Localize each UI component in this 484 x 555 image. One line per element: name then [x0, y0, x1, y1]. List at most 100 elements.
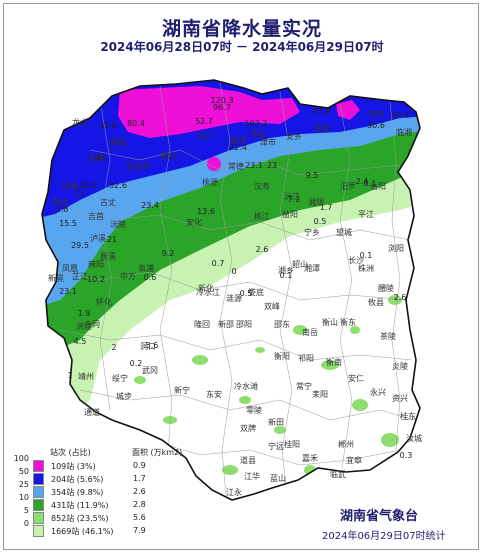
- city-label: 娄底: [248, 287, 264, 297]
- rain-value-label: 9.2: [162, 249, 175, 258]
- city-label: 沅江: [284, 191, 300, 201]
- city-label: 溆浦: [138, 263, 154, 273]
- legend-swatch: [33, 512, 44, 524]
- rain-value-label: 22.4: [229, 143, 247, 152]
- rain-value-label: 32.6: [109, 181, 127, 190]
- rain-value-label: 29.5: [71, 241, 89, 250]
- city-label: 临澧: [230, 135, 246, 145]
- city-label: 桃江: [254, 211, 270, 221]
- city-label: 湘潭: [304, 263, 320, 273]
- city-label: 古丈: [100, 197, 116, 207]
- rain-value-label: 21: [107, 235, 117, 244]
- city-label: 嘉禾: [302, 453, 318, 463]
- city-label: 靖州: [78, 371, 94, 381]
- city-label: 冷水江: [196, 287, 220, 297]
- rain-value-label: 23.4: [141, 201, 159, 210]
- rain-value-label: 0.1: [364, 179, 377, 188]
- rain-value-label: 2.4: [356, 177, 369, 186]
- county-borders: [49, 81, 415, 496]
- rain-value-label: 46: [95, 153, 105, 162]
- city-label: 临武: [330, 469, 346, 479]
- city-label: 张家界: [126, 161, 150, 171]
- city-label: 衡山: [322, 317, 338, 327]
- city-label: 宁远: [268, 441, 284, 451]
- city-label: 益阳: [282, 209, 298, 219]
- city-label: 岳阳: [370, 181, 386, 191]
- city-label: 华容: [368, 109, 384, 119]
- legend-count: 852站 (23.5%): [51, 514, 109, 523]
- city-label: 新化: [198, 283, 214, 293]
- legend-count: 431站 (11.9%): [51, 501, 109, 510]
- city-label: 通道: [84, 407, 100, 417]
- city-label: 澧县: [250, 129, 266, 139]
- city-label: 南县: [314, 123, 330, 133]
- legend-swatch: [33, 499, 44, 511]
- rain-value-label: 0.1: [280, 271, 293, 280]
- city-label: 株洲: [358, 263, 374, 273]
- city-label: 凤凰: [62, 264, 78, 273]
- city-label: 花垣: [52, 197, 68, 207]
- city-label: 涟源: [226, 293, 242, 303]
- legend-area: 0.9: [133, 461, 146, 470]
- legend-threshold: 10: [18, 493, 29, 502]
- rain-value-label: 0.5: [240, 289, 253, 298]
- legend-area: 2.8: [133, 500, 146, 509]
- legend-count: 1669站 (46.1%): [51, 527, 114, 536]
- legend-area: 1.7: [133, 474, 146, 483]
- city-label: 韶山: [292, 259, 308, 269]
- city-label: 江华: [244, 471, 260, 481]
- city-label: 宜章: [346, 455, 362, 465]
- city-label: 冷水滩: [234, 381, 258, 391]
- city-label: 常德: [228, 161, 244, 171]
- rain-value-label: 0.3: [400, 451, 413, 460]
- city-label: 会同: [84, 319, 100, 329]
- rain-value-label: 52.7: [195, 117, 213, 126]
- period-subtitle: 2024年06月28日07时 － 2024年06月29日07时: [100, 40, 384, 54]
- rain-values: 120.396.7 87.880.4 52.745.8 103.24640.430.6…: [56, 96, 413, 460]
- city-label: 东安: [206, 389, 222, 399]
- rain-value-label: 1: [67, 371, 72, 380]
- rain-value-label: 96.7: [213, 103, 231, 112]
- rain-value-label: 5.6: [146, 341, 159, 350]
- city-label: 新晃: [48, 273, 64, 283]
- city-label: 永顺: [88, 153, 104, 163]
- band-100-c: [207, 157, 221, 171]
- rain-value-label: 38.2: [79, 181, 97, 190]
- city-label: 江永: [226, 487, 242, 497]
- rain-value-label: 40.4: [391, 111, 409, 120]
- city-label: 新田: [268, 417, 284, 427]
- legend-count: 354站 (9.8%): [51, 488, 104, 497]
- city-label: 桑植: [110, 137, 126, 147]
- legend-threshold: 50: [18, 467, 29, 476]
- rain-value-label: 2.6: [394, 293, 407, 302]
- city-label: 辰溪: [100, 251, 116, 261]
- legend-area: 2.6: [133, 487, 146, 496]
- rain-value-label: 4.5: [74, 337, 87, 346]
- rain-value-label: 30.6: [367, 121, 385, 130]
- rain-value-label: 2.6: [256, 245, 269, 254]
- city-label: 慈利: [160, 151, 176, 161]
- city-label: 祁阳: [298, 353, 314, 363]
- legend-threshold: 100: [13, 454, 29, 463]
- city-label: 保靖: [62, 181, 78, 191]
- city-label: 汉寿: [254, 181, 270, 191]
- city-label: 桂阳: [284, 439, 300, 449]
- rain-value-label: 23: [267, 161, 277, 170]
- rain-value-label: 15.5: [59, 219, 77, 228]
- city-label: 长沙: [348, 255, 364, 265]
- city-label: 邵阳: [236, 320, 252, 329]
- rain-value-label: 23.1: [245, 161, 263, 170]
- city-label: 攸县: [368, 297, 384, 307]
- rain-value-label: 2.8: [56, 205, 69, 214]
- city-label: 湘阴: [308, 197, 324, 207]
- rain-value-label: 2: [111, 343, 116, 352]
- rain-value-label: 21: [75, 189, 85, 198]
- city-label: 安化: [186, 217, 202, 227]
- city-label: 双牌: [240, 423, 256, 433]
- city-label: 茶陵: [380, 331, 396, 341]
- light-patches: [134, 295, 402, 475]
- city-label: 衡阳: [274, 351, 290, 361]
- city-label: 沅陵: [110, 219, 126, 229]
- city-label: 城步: [116, 392, 132, 401]
